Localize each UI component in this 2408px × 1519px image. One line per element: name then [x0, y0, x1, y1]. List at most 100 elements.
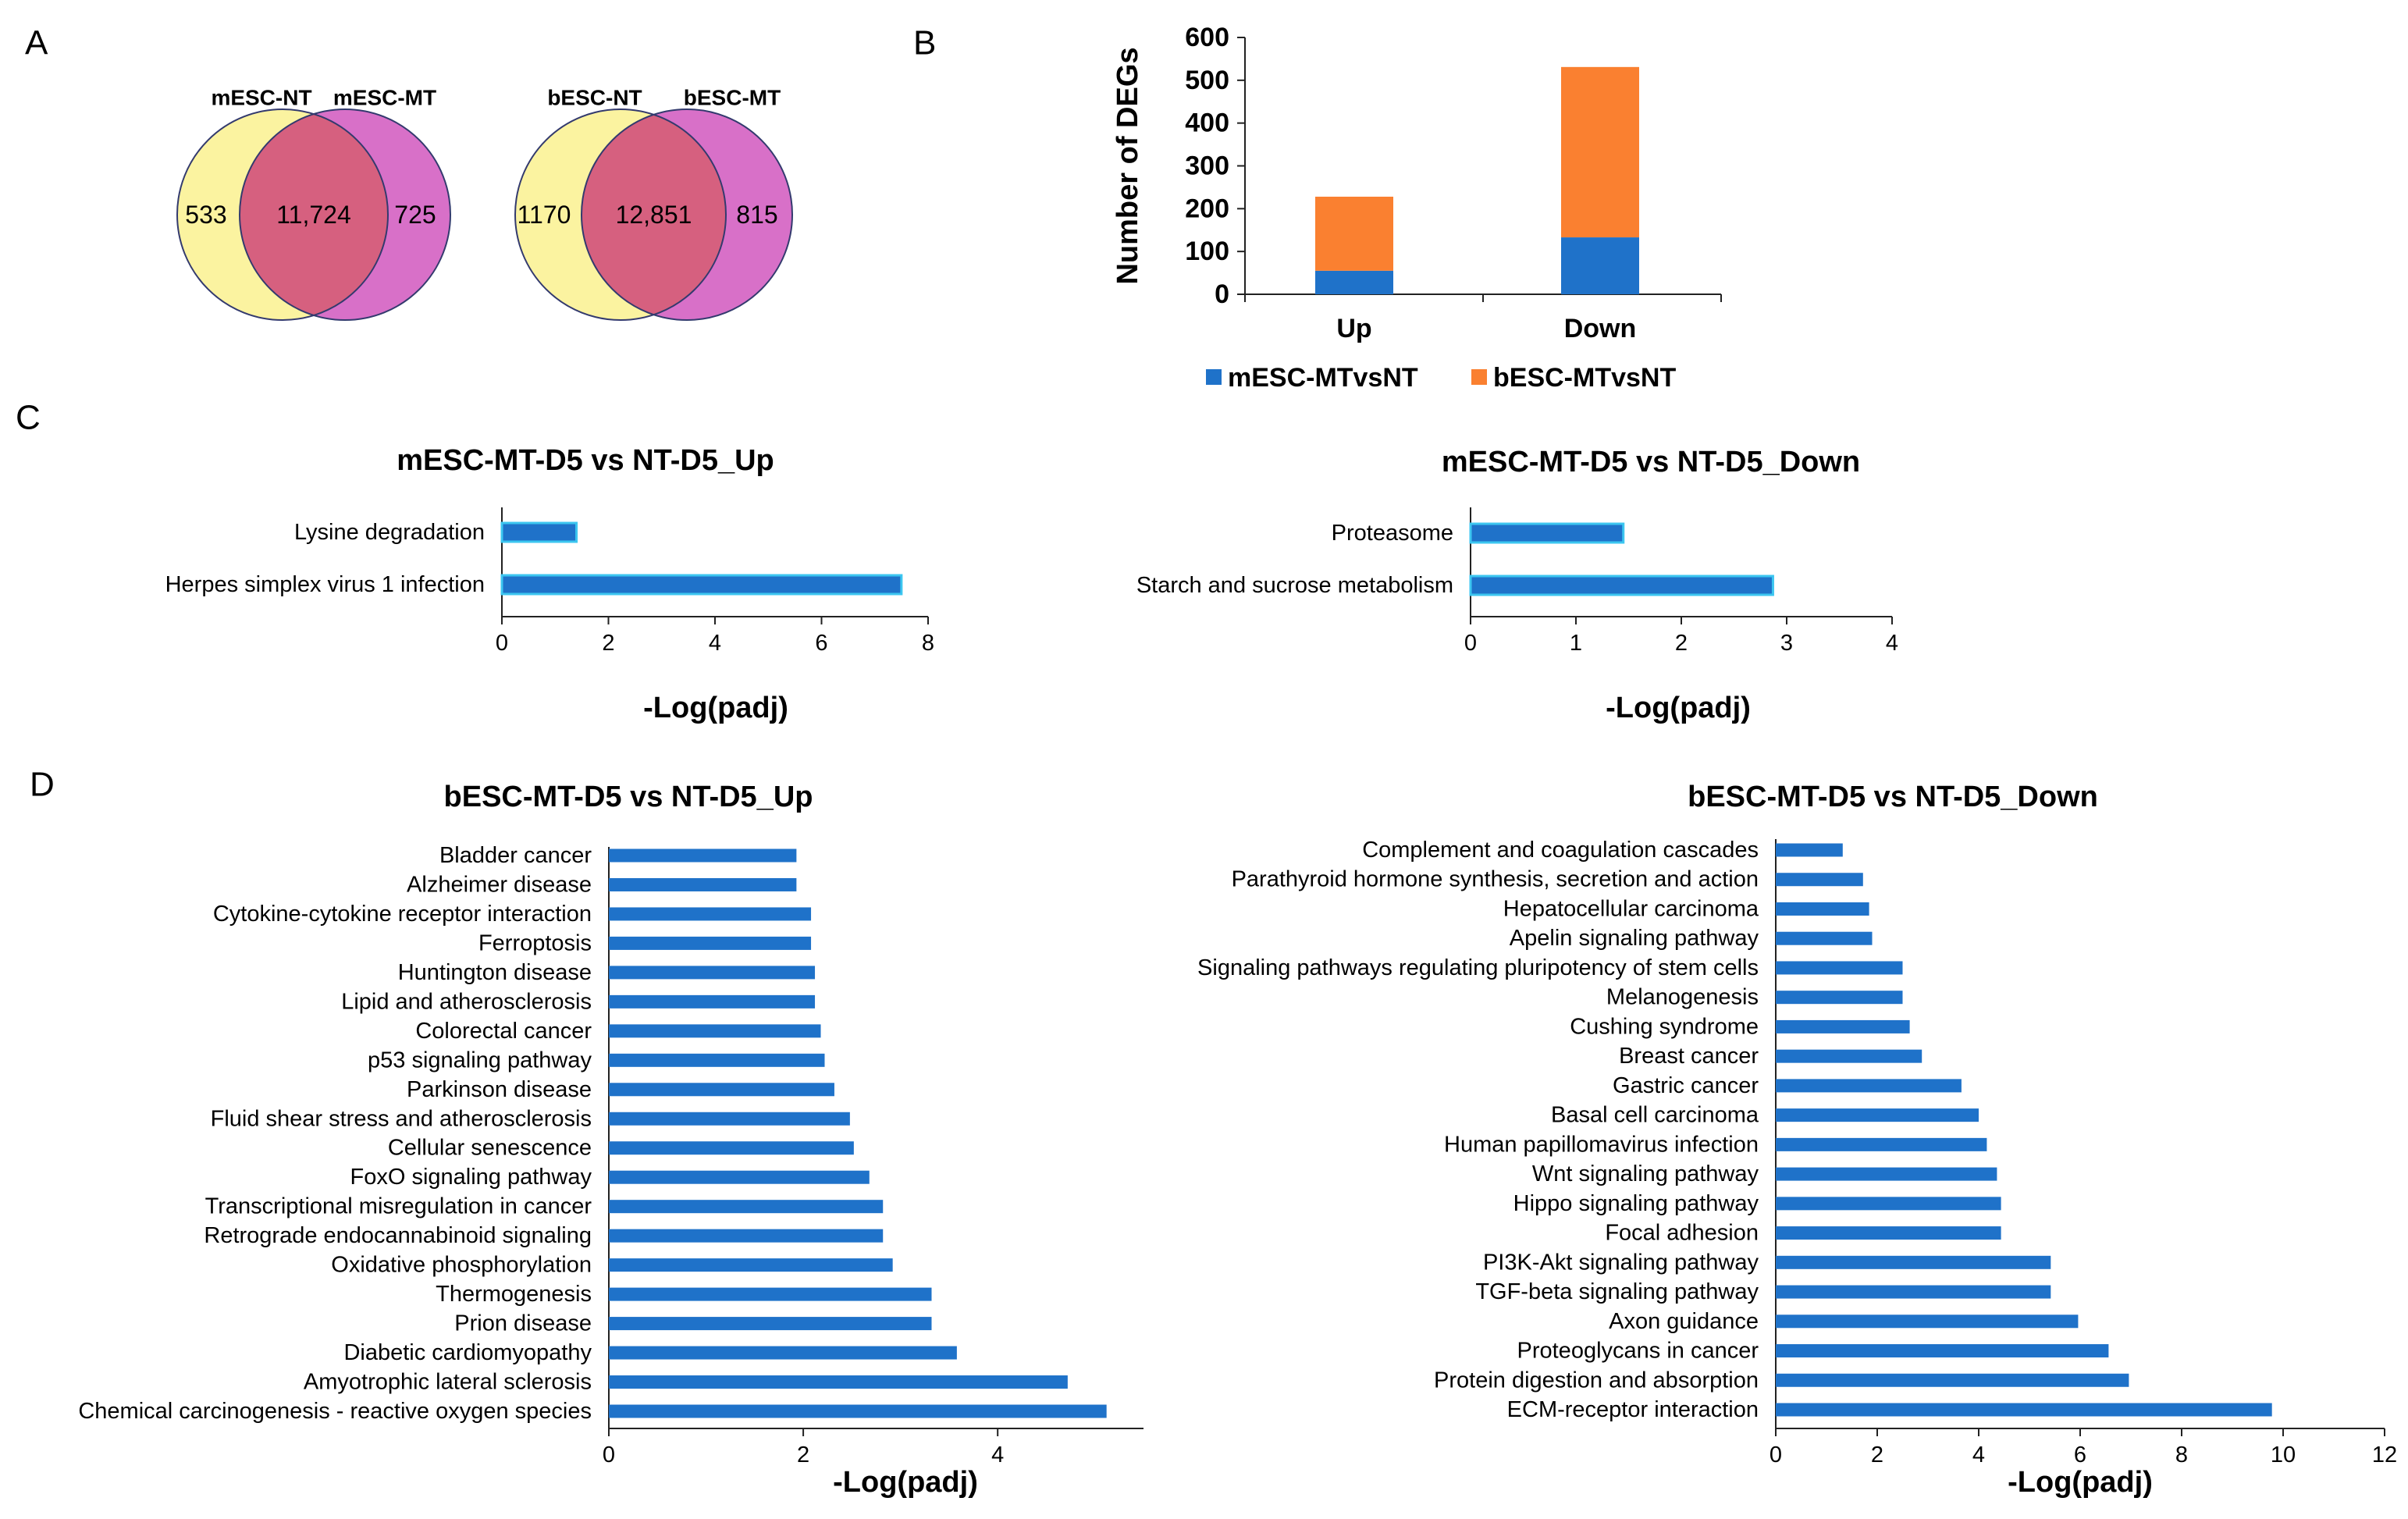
bar: [609, 1053, 825, 1067]
bar: [1776, 961, 1903, 975]
chart-title: bESC-MT-D5 vs NT-D5_Up: [444, 781, 813, 813]
bar: [609, 848, 797, 863]
x-tick-label: 0: [496, 631, 508, 656]
venn-left-outline: [514, 108, 727, 321]
venn-right-only-count: 815: [736, 201, 777, 229]
legend-swatch-2: [1471, 369, 1487, 385]
bar: [1776, 1403, 2272, 1417]
bar: [1776, 1373, 2129, 1387]
y-tick-label: 0: [1215, 279, 1229, 309]
bar: [609, 1346, 957, 1360]
chart-title: mESC-MT-D5 vs NT-D5_Up: [397, 444, 774, 477]
x-tick-label: 0: [603, 1443, 615, 1467]
x-tick-label: 0: [1464, 631, 1477, 656]
x-tick-label: 2: [797, 1443, 809, 1467]
venn-left-outline: [176, 108, 389, 321]
category-label: Axon guidance: [1609, 1309, 1759, 1334]
y-axis-title: Number of DEGs: [1112, 47, 1144, 284]
panel-label-a: A: [25, 24, 48, 62]
category-label: Oxidative phosphorylation: [331, 1253, 592, 1278]
category-label: Hepatocellular carcinoma: [1503, 896, 1759, 921]
chart-c-down: 0 1 2 3 4 Proteasome Starch and sucrose metabo…: [1136, 446, 1898, 724]
x-tick-label: 10: [2271, 1443, 2296, 1467]
x-tick-label: 2: [1675, 631, 1688, 656]
panel-label-c: C: [16, 399, 41, 437]
category-label: Cytokine-cytokine receptor interaction: [213, 902, 592, 927]
venn-right-label: mESC-MT: [333, 86, 436, 110]
bar: [1776, 1019, 1910, 1033]
bar: [1776, 1285, 2051, 1299]
bar: [609, 1170, 870, 1184]
venn-overlap-region: [240, 109, 388, 320]
category-label: Focal adhesion: [1605, 1221, 1759, 1246]
bar: [609, 1200, 884, 1214]
x-tick-label: 2: [602, 631, 614, 656]
panel-label-d: D: [30, 766, 55, 804]
venn-diagram-1: mESC-NT mESC-MT 533 11,724 725: [176, 86, 451, 321]
category-label: Cushing syndrome: [1570, 1014, 1759, 1039]
x-tick-label: 0: [1770, 1443, 1782, 1467]
category-label: Wnt signaling pathway: [1532, 1161, 1759, 1186]
category-label: Cellular senescence: [388, 1136, 592, 1161]
y-tick-label: 400: [1185, 108, 1229, 138]
x-tick-label: 4: [991, 1443, 1004, 1467]
bar: [609, 1287, 932, 1301]
bar-down-besc: [1561, 66, 1639, 238]
category-label: Chemical carcinogenesis - reactive oxyge…: [78, 1399, 592, 1424]
bar: [1776, 1314, 2079, 1329]
venn-left-only-count: 533: [185, 201, 226, 229]
category-label: Basal cell carcinoma: [1551, 1103, 1759, 1128]
y-tick-label: 600: [1185, 23, 1229, 52]
category-label: Prion disease: [454, 1311, 592, 1336]
category-label: Apelin signaling pathway: [1510, 926, 1759, 951]
bar: [609, 1024, 821, 1038]
chart-c-up: 0 2 4 6 8 Lysine degradation Herpes simplex vi…: [165, 444, 934, 724]
chart-d-up: 0 2 4 Bladder cancer Alzheimer disease Cytoki…: [78, 781, 1144, 1499]
x-tick-label: 2: [1871, 1443, 1883, 1467]
venn-right-outline: [581, 108, 793, 321]
x-tick-label: 8: [922, 631, 934, 656]
category-label: Herpes simplex virus 1 infection: [165, 572, 485, 597]
bar: [1776, 1079, 1962, 1093]
category-label: TGF-beta signaling pathway: [1475, 1279, 1759, 1304]
bar: [1776, 1255, 2051, 1269]
bar-up-mesc: [1315, 270, 1393, 294]
category-label: p53 signaling pathway: [368, 1048, 592, 1073]
category-label: PI3K-Akt signaling pathway: [1483, 1250, 1759, 1275]
category-label: Protein digestion and absorption: [1434, 1368, 1759, 1393]
legend-label-1: mESC-MTvsNT: [1228, 363, 1418, 393]
bar: [1776, 1137, 1987, 1151]
chart-title: mESC-MT-D5 vs NT-D5_Down: [1442, 446, 1860, 478]
bar: [609, 1141, 854, 1155]
bar: [1469, 575, 1774, 596]
venn-overlap-count: 11,724: [276, 201, 351, 229]
x-tick-label: 4: [1972, 1443, 1985, 1467]
category-label: Parathyroid hormone synthesis, secretion…: [1232, 867, 1759, 892]
bar: [1776, 1226, 2001, 1240]
bar: [609, 1404, 1107, 1418]
legend-swatch-1: [1206, 369, 1222, 385]
category-label: Parkinson disease: [407, 1077, 592, 1102]
x-tick-label: 4: [1886, 631, 1898, 656]
venn-right-label: bESC-MT: [684, 86, 781, 110]
category-label: Gastric cancer: [1613, 1073, 1759, 1098]
category-label: Amyotrophic lateral sclerosis: [304, 1370, 592, 1395]
category-label: Alzheimer disease: [407, 872, 592, 897]
bar: [1776, 1108, 1979, 1122]
venn-overlap-count: 12,851: [616, 201, 692, 229]
bar: [1776, 991, 1903, 1005]
category-label: Hippo signaling pathway: [1513, 1191, 1759, 1216]
x-tick-label: 1: [1570, 631, 1582, 656]
category-label: Transcriptional misregulation in cancer: [205, 1194, 592, 1219]
chart-b: 0 100 200 300 400 500 600 Up Down Number of DEGs m…: [1112, 23, 1722, 393]
x-axis-title: -Log(padj): [2008, 1466, 2153, 1499]
x-axis-title: -Log(padj): [833, 1466, 978, 1499]
category-label: Lysine degradation: [294, 520, 485, 545]
x-tick-label: Down: [1564, 314, 1637, 343]
x-tick-label: 3: [1780, 631, 1793, 656]
bar: [609, 994, 816, 1009]
chart-d-down: 0 2 4 6 8 10 12 Complement and coagulation casc…: [1197, 781, 2397, 1499]
legend-label-2: bESC-MTvsNT: [1493, 363, 1676, 393]
y-tick-label: 200: [1185, 194, 1229, 223]
x-tick-label: Up: [1336, 314, 1371, 343]
